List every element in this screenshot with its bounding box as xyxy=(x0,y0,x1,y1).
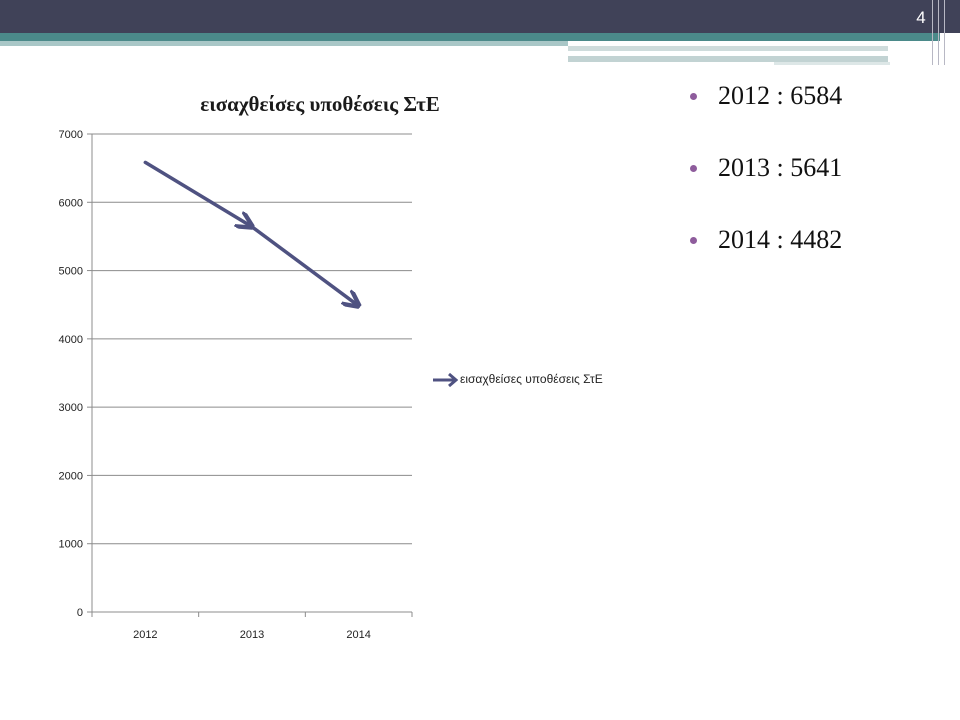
header-divider-line xyxy=(938,0,939,65)
legend-label: εισαχθείσες υποθέσεις ΣτΕ xyxy=(460,372,603,386)
y-axis-ticks: 0 1000 2000 3000 4000 5000 6000 7000 xyxy=(59,129,92,619)
chart-gridlines xyxy=(92,133,412,545)
series-segment xyxy=(143,160,252,226)
bullet-dot-icon xyxy=(690,165,697,172)
header-stripe-right-small xyxy=(774,62,890,65)
chart-series xyxy=(143,160,359,306)
header-divider-line xyxy=(932,0,933,65)
chart-title: εισαχθείσες υποθέσεις ΣτΕ xyxy=(200,92,440,116)
x-axis-ticks: 2012 2013 2014 xyxy=(91,612,413,641)
header-stripe-right-lower xyxy=(568,56,888,62)
slide-number: 4 xyxy=(916,8,926,27)
x-tick-label: 2014 xyxy=(346,629,370,641)
bullet-list: 2012 : 6584 2013 : 5641 2014 : 4482 xyxy=(690,78,842,294)
chart-axes xyxy=(91,134,412,613)
bullet-text: 2013 : 5641 xyxy=(718,153,843,182)
x-tick-label: 2013 xyxy=(240,629,264,641)
bullet-item: 2013 : 5641 xyxy=(690,150,842,222)
y-tick-label: 6000 xyxy=(59,197,83,209)
header-stripe-teal xyxy=(0,33,940,41)
y-tick-label: 1000 xyxy=(59,539,83,551)
header-stripe-right-upper xyxy=(568,46,888,51)
y-tick-label: 4000 xyxy=(59,334,83,346)
header-divider-line xyxy=(944,0,945,65)
bullet-text: 2012 : 6584 xyxy=(718,81,843,110)
x-tick-label: 2012 xyxy=(133,629,157,641)
y-tick-label: 5000 xyxy=(59,266,83,278)
bullet-dot-icon xyxy=(690,93,697,100)
bullet-text: 2014 : 4482 xyxy=(718,225,843,254)
y-tick-label: 7000 xyxy=(59,129,83,141)
legend-arrow-icon xyxy=(433,372,458,388)
bullet-dot-icon xyxy=(690,237,697,244)
y-tick-label: 3000 xyxy=(59,402,83,414)
y-tick-label: 2000 xyxy=(59,470,83,482)
bullet-item: 2012 : 6584 xyxy=(690,78,842,150)
header-bar xyxy=(0,0,960,33)
y-tick-label: 0 xyxy=(77,607,83,619)
header-stripe-light xyxy=(0,41,568,46)
bullet-item: 2014 : 4482 xyxy=(690,222,842,294)
series-segment xyxy=(250,225,359,306)
